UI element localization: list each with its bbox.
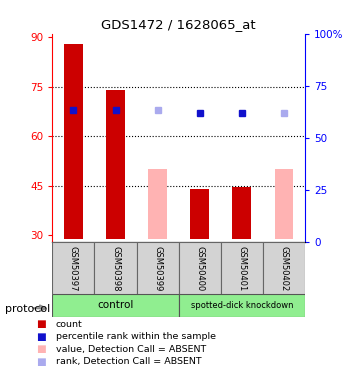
Text: control: control (97, 300, 134, 310)
Bar (148, 169, 167, 238)
Bar (179, 242, 221, 294)
Bar (52, 242, 95, 294)
Title: GDS1472 / 1628065_at: GDS1472 / 1628065_at (101, 18, 256, 31)
Bar (232, 188, 251, 238)
Bar (64, 44, 83, 238)
Bar (95, 242, 136, 294)
Bar (179, 294, 305, 317)
Bar (52, 294, 179, 317)
Text: GSM50399: GSM50399 (153, 246, 162, 291)
Text: GSM50402: GSM50402 (279, 246, 288, 291)
Text: ■: ■ (36, 332, 46, 342)
Bar (136, 242, 179, 294)
Text: percentile rank within the sample: percentile rank within the sample (56, 332, 216, 341)
Bar (106, 90, 125, 238)
Text: protocol: protocol (5, 304, 51, 314)
Bar (221, 242, 263, 294)
Text: spotted-dick knockdown: spotted-dick knockdown (191, 301, 293, 310)
Text: GSM50401: GSM50401 (238, 246, 246, 291)
Bar (274, 169, 293, 238)
Text: rank, Detection Call = ABSENT: rank, Detection Call = ABSENT (56, 357, 201, 366)
Text: ■: ■ (36, 344, 46, 354)
Text: GSM50400: GSM50400 (195, 246, 204, 291)
Bar (263, 242, 305, 294)
Text: count: count (56, 320, 83, 329)
Bar (190, 189, 209, 238)
Text: GSM50397: GSM50397 (69, 246, 78, 292)
Text: ■: ■ (36, 357, 46, 366)
Text: GSM50398: GSM50398 (111, 246, 120, 292)
Text: value, Detection Call = ABSENT: value, Detection Call = ABSENT (56, 345, 206, 354)
Text: ■: ■ (36, 320, 46, 329)
